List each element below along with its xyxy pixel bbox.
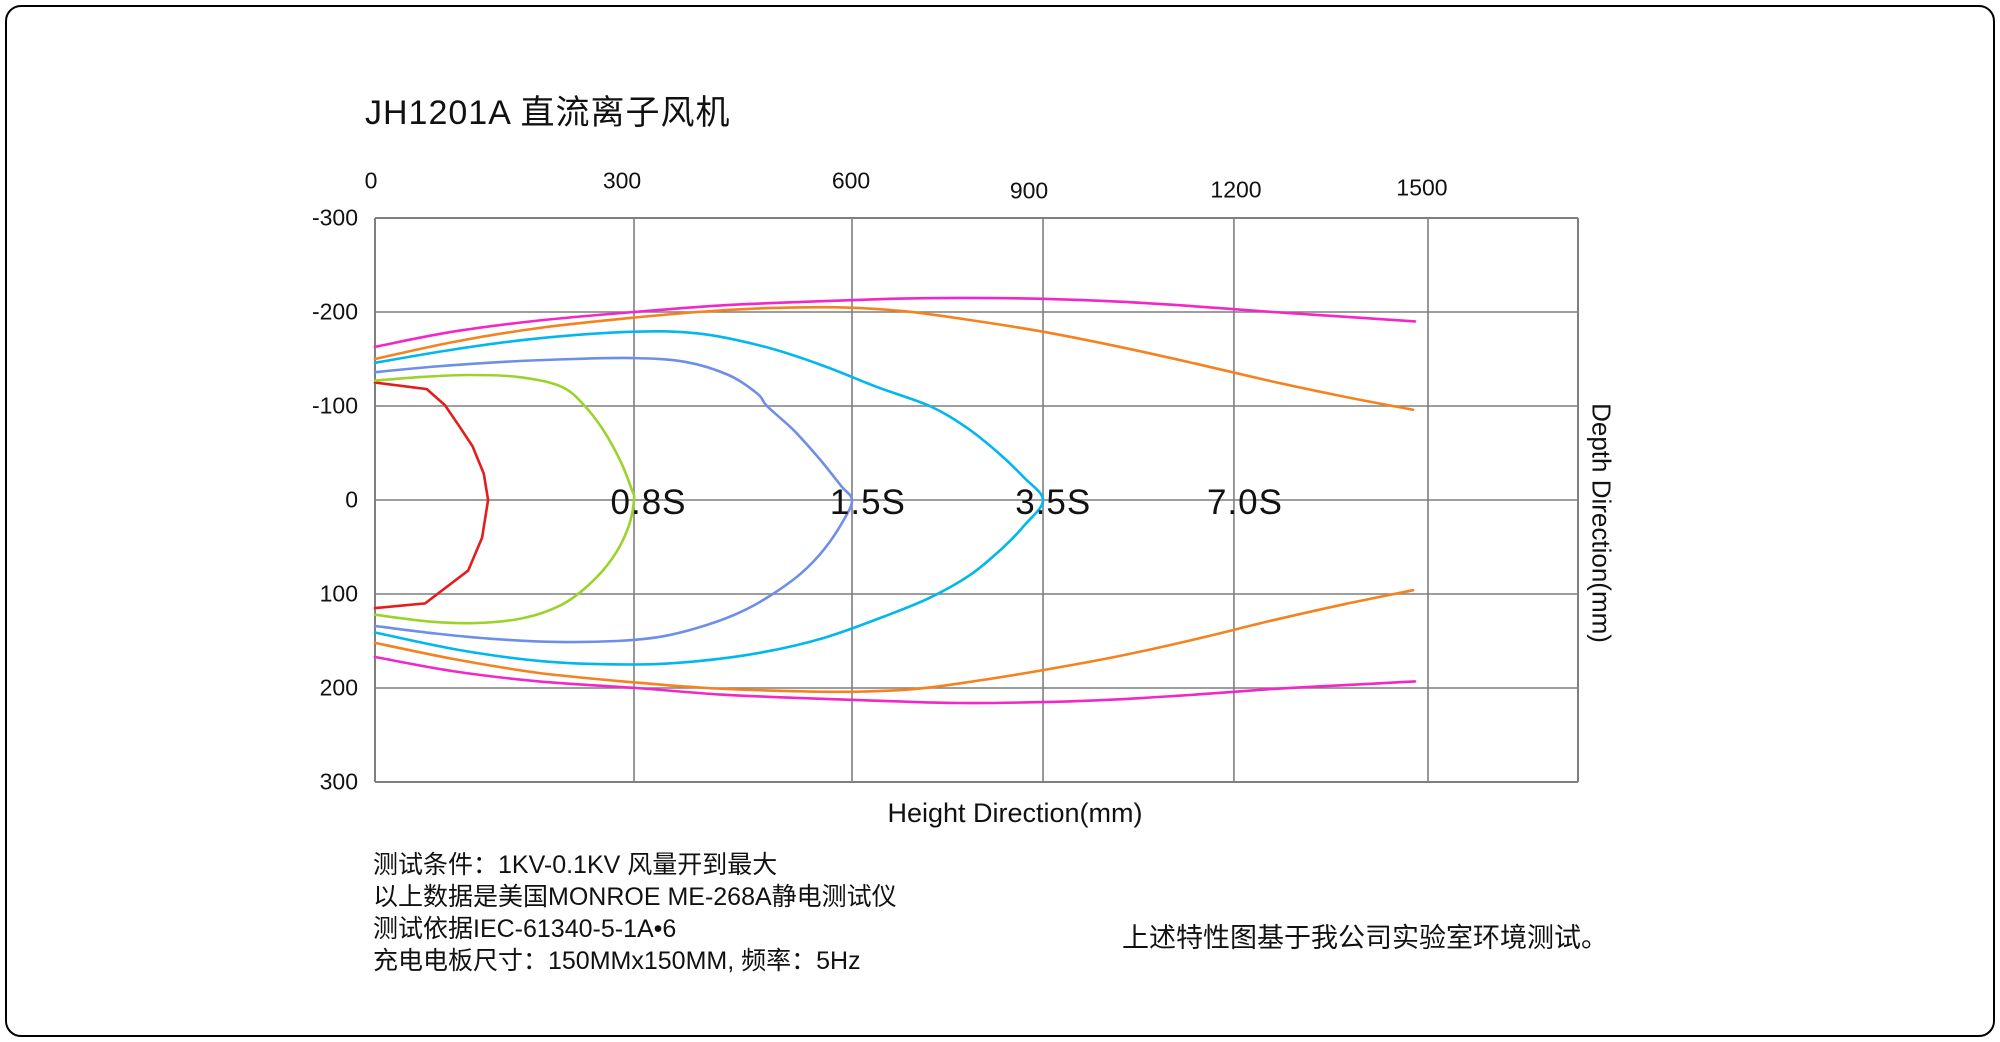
contour-blue-path	[373, 356, 854, 644]
test-conditions-block: 测试条件：1KV-0.1KV 风量开到最大 以上数据是美国MONROE ME-2…	[373, 849, 897, 977]
y-tick-label: 200	[319, 674, 358, 701]
y-tick-label: 100	[319, 580, 358, 607]
contour-time-label: 3.5S	[1015, 482, 1092, 522]
x-tick-label: 900	[1009, 177, 1049, 204]
contour-magenta-upper-path	[373, 296, 1417, 349]
y-tick-label: -300	[311, 204, 358, 231]
page-border	[5, 5, 1995, 1037]
contour-cyan-path	[373, 330, 1045, 666]
y-tick-label: 0	[345, 486, 358, 513]
contour-time-label: 0.8S	[610, 482, 687, 522]
x-tick-label: 600	[831, 167, 871, 194]
x-axis-title: Height Direction(mm)	[887, 798, 1143, 828]
contour-orange-upper-path	[373, 305, 1415, 412]
x-tick-label: 1200	[1210, 176, 1262, 203]
lab-environment-note: 上述特性图基于我公司实验室环境测试。	[1122, 923, 1608, 953]
contour-time-label: 1.5S	[829, 482, 906, 522]
contour-red-path	[373, 381, 490, 610]
y-tick-label: -200	[311, 298, 358, 325]
plot-area	[373, 217, 1579, 783]
contour-green-path	[373, 373, 636, 625]
test-conditions-line: 测试条件：1KV-0.1KV 风量开到最大	[373, 851, 778, 879]
contour-orange-lower-path	[373, 588, 1415, 694]
test-conditions-line: 充电电板尺寸：150MMx150MM, 频率：5Hz	[373, 947, 861, 975]
contour-chart-canvas	[373, 217, 1579, 783]
y-tick-label: -100	[311, 392, 358, 419]
x-tick-label: 300	[602, 167, 642, 194]
chart-title: JH1201A 直流离子风机	[365, 94, 731, 132]
y-tick-label: 300	[319, 768, 358, 795]
test-conditions-line: 以上数据是美国MONROE ME-268A静电测试仪	[373, 883, 897, 911]
x-tick-label: 1500	[1396, 174, 1448, 201]
x-tick-label: 0	[364, 167, 378, 194]
test-conditions-line: 测试依据IEC-61340-5-1A•6	[373, 915, 677, 943]
contour-magenta-lower-path	[373, 655, 1417, 705]
contour-time-label: 7.0S	[1206, 482, 1283, 522]
y-axis-title: Depth Direction(mm)	[1586, 403, 1617, 643]
